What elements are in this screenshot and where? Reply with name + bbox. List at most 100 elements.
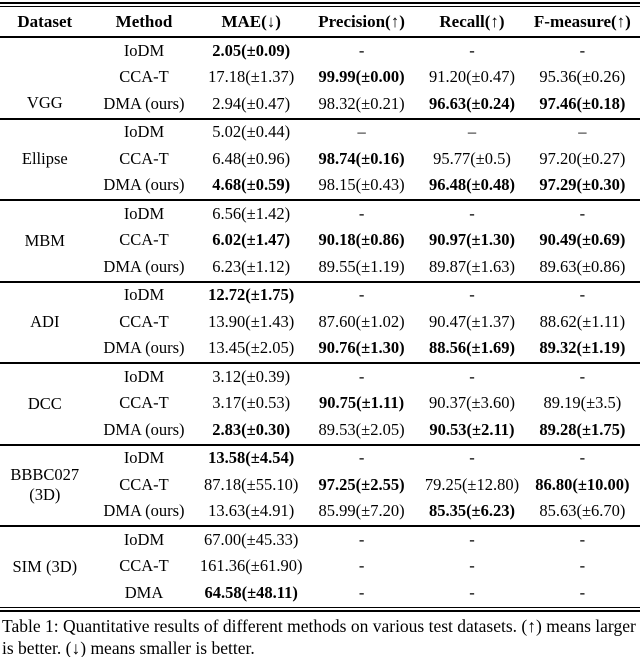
method-cell: CCA-T — [119, 556, 169, 576]
method-cell: CCA-T — [119, 311, 169, 331]
table-row: CCA-T 17.18(±1.37) 99.99(±0.00) 91.20(±0.47… — [0, 65, 640, 92]
precision-cell: - — [358, 203, 365, 223]
table-row: Ellipse IoDM 5.02(±0.44) – – – — [0, 119, 640, 168]
mae-cell: 6.23(±1.12) — [212, 256, 291, 276]
precision-cell: 98.74(±0.16) — [318, 148, 405, 168]
mae-cell: 13.63(±4.91) — [208, 501, 295, 521]
mae-cell: 64.58(±48.11) — [204, 582, 298, 602]
recall-cell: - — [469, 203, 475, 223]
mae-cell: 2.94(±0.47) — [212, 93, 291, 113]
mae-cell: 3.12(±0.39) — [212, 366, 291, 386]
dataset-group: MBM IoDM 6.56(±1.42) - - - CCA-T 6.02(±1.47) 90.… — [0, 200, 640, 282]
recall-cell: 90.47(±1.37) — [428, 311, 515, 331]
mae-cell: 6.56(±1.42) — [212, 203, 291, 223]
precision-cell: 90.18(±0.86) — [318, 230, 405, 250]
precision-cell: 89.55(±1.19) — [318, 256, 405, 276]
table-row: ADI IoDM 12.72(±1.75) - - - — [0, 282, 640, 331]
precision-cell: - — [358, 448, 365, 468]
method-cell: IoDM — [123, 448, 165, 468]
method-cell: IoDM — [123, 203, 165, 223]
fmeasure-cell: – — [578, 122, 587, 142]
recall-cell: 90.37(±3.60) — [428, 393, 515, 413]
table-row: BBBC027 (3D) IoDM 13.58(±4.54) - - - — [0, 445, 640, 504]
fmeasure-cell: 88.62(±1.11) — [539, 311, 626, 331]
dataset-cell: Ellipse — [21, 149, 68, 169]
header-dataset: Dataset — [0, 6, 90, 38]
fmeasure-cell: - — [579, 556, 586, 576]
method-cell: CCA-T — [119, 474, 169, 494]
mae-cell: 161.36(±61.90) — [199, 556, 303, 576]
fmeasure-cell: 95.36(±0.26) — [539, 67, 626, 87]
fmeasure-cell: - — [579, 366, 586, 386]
method-cell: DMA (ours) — [103, 175, 185, 195]
recall-cell: - — [469, 448, 475, 468]
recall-cell: 85.35(±6.23) — [428, 501, 515, 521]
precision-cell: 85.99(±7.20) — [318, 501, 405, 521]
mae-cell: 5.02(±0.44) — [212, 122, 291, 142]
method-cell: CCA-T — [119, 393, 169, 413]
recall-cell: - — [469, 582, 475, 602]
method-cell: IoDM — [123, 529, 165, 549]
recall-cell: - — [469, 285, 475, 305]
dataset-cell: VGG — [26, 92, 63, 112]
recall-cell: - — [469, 529, 475, 549]
precision-cell: 99.99(±0.00) — [318, 67, 405, 87]
method-cell: DMA (ours) — [103, 256, 185, 276]
mae-cell: 17.18(±1.37) — [208, 67, 295, 87]
precision-cell: – — [357, 122, 366, 142]
table-row: CCA-T 13.90(±1.43) 87.60(±1.02) 90.47(±1.37… — [0, 309, 640, 336]
mae-cell: 13.90(±1.43) — [208, 311, 295, 331]
mae-cell: 13.58(±4.54) — [208, 448, 295, 468]
method-cell: DMA — [124, 582, 164, 602]
fmeasure-cell: - — [579, 529, 586, 549]
recall-cell: 95.77(±0.5) — [433, 148, 511, 168]
table-row: VGG IoDM 2.05(±0.09) - - - — [0, 37, 640, 112]
fmeasure-cell: 97.20(±0.27) — [539, 148, 626, 168]
method-cell: DMA (ours) — [103, 501, 185, 521]
method-cell: IoDM — [123, 122, 165, 142]
header-recall: Recall(↑) — [419, 6, 525, 38]
fmeasure-cell: 89.63(±0.86) — [539, 256, 626, 276]
table-row: CCA-T 6.48(±0.96) 98.74(±0.16) 95.77(±0.5) 9… — [0, 146, 640, 173]
table-row: CCA-T 3.17(±0.53) 90.75(±1.11) 90.37(±3.60)… — [0, 391, 640, 418]
table-row: CCA-T 161.36(±61.90) - - - — [0, 554, 640, 581]
table-row: DMA (ours) 2.94(±0.47) 98.32(±0.21) 96.63(±… — [0, 91, 640, 119]
recall-cell: 96.63(±0.24) — [428, 93, 515, 113]
dataset-cell: SIM (3D) — [12, 556, 78, 576]
table-row: DMA (ours) 13.45(±2.05) 90.76(±1.30) 88.56(… — [0, 336, 640, 364]
table-row: DMA (ours) 13.63(±4.91) 85.99(±7.20) 85.35(… — [0, 499, 640, 527]
fmeasure-cell: 89.19(±3.5) — [543, 393, 622, 413]
fmeasure-cell: - — [579, 582, 586, 602]
table-row: DCC IoDM 3.12(±0.39) - - - — [0, 363, 640, 413]
fmeasure-cell: - — [579, 203, 586, 223]
precision-cell: 87.60(±1.02) — [318, 311, 405, 331]
table-row: SIM (3D) IoDM 67.00(±45.33) - - - — [0, 526, 640, 576]
dataset-group: BBBC027 (3D) IoDM 13.58(±4.54) - - - CCA-T 87.1… — [0, 444, 640, 527]
fmeasure-cell: - — [579, 448, 586, 468]
mae-cell: 4.68(±0.59) — [212, 175, 291, 195]
mae-cell: 67.00(±45.33) — [204, 529, 299, 549]
method-cell: CCA-T — [119, 148, 169, 168]
table-bottom-rule — [0, 609, 640, 612]
precision-cell: 97.25(±2.55) — [318, 474, 405, 494]
header-precision: Precision(↑) — [303, 6, 420, 38]
table-row: DMA (ours) 6.23(±1.12) 89.55(±1.19) 89.87(±… — [0, 254, 640, 282]
dataset-cell: DCC — [27, 393, 62, 413]
recall-cell: 90.97(±1.30) — [428, 230, 515, 250]
fmeasure-cell: 89.28(±1.75) — [539, 419, 626, 439]
precision-cell: - — [358, 556, 365, 576]
header-fmeasure: F-measure(↑) — [524, 6, 640, 38]
fmeasure-cell: 97.46(±0.18) — [539, 93, 626, 113]
fmeasure-cell: 97.29(±0.30) — [539, 175, 626, 195]
recall-cell: 96.48(±0.48) — [428, 175, 515, 195]
precision-cell: 98.32(±0.21) — [318, 93, 405, 113]
fmeasure-cell: - — [579, 40, 586, 60]
header-row: Dataset Method MAE(↓) Precision(↑) Recal… — [0, 6, 640, 38]
recall-cell: 88.56(±1.69) — [428, 338, 515, 358]
recall-cell: 91.20(±0.47) — [428, 67, 515, 87]
recall-cell: – — [467, 122, 477, 142]
table-row: DMA 64.58(±48.11) - - - — [0, 580, 640, 607]
table-top-rule — [0, 2, 640, 4]
dataset-cell: BBBC027 (3D) — [10, 465, 80, 505]
recall-cell: - — [469, 366, 475, 386]
